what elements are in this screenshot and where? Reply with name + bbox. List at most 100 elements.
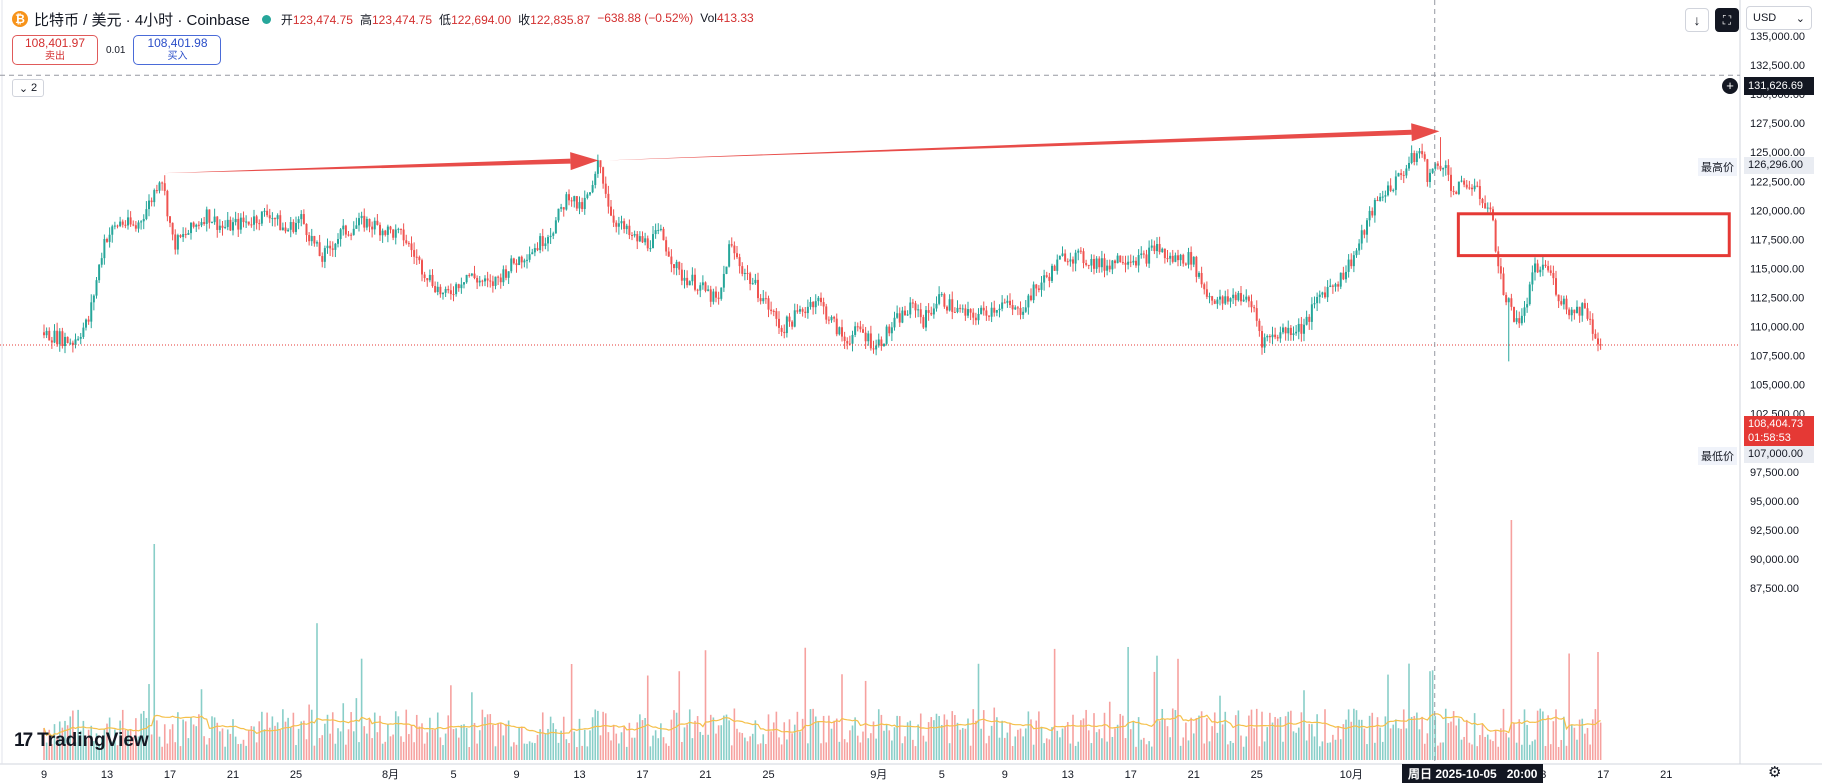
download-icon[interactable]: ↓: [1685, 8, 1709, 32]
volume-bar: [1137, 717, 1140, 760]
tradingview-logo[interactable]: 17 TradingView: [14, 730, 149, 752]
candle-body: [1520, 315, 1523, 324]
candle-body: [1560, 301, 1563, 305]
candle-body: [1240, 293, 1242, 302]
volume-bar: [681, 741, 683, 760]
volume-bar: [526, 743, 528, 760]
candle-body: [1200, 273, 1203, 285]
candle-body: [1581, 303, 1584, 316]
market-open-icon: [261, 14, 271, 24]
volume-bar: [1337, 726, 1339, 760]
volume-bar: [129, 729, 132, 760]
candle-body: [258, 223, 261, 225]
volume-bar: [699, 731, 702, 760]
candle-body: [226, 219, 229, 227]
candle-body: [281, 227, 284, 231]
volume-bar: [1392, 724, 1395, 760]
volume-bar: [1098, 729, 1101, 760]
candle-body: [1287, 327, 1290, 334]
settings-gear-icon[interactable]: ⚙: [1768, 764, 1782, 781]
symbol-title[interactable]: 比特币 / 美元 · 4小时 · Coinbase: [34, 11, 250, 29]
volume-bar: [906, 722, 909, 760]
candle-body: [405, 240, 408, 244]
volume-bar: [492, 724, 494, 760]
volume-bar: [1515, 742, 1518, 760]
candle-body: [1329, 285, 1332, 288]
candle-body: [1268, 335, 1271, 338]
x-tick-label: 17: [1125, 769, 1137, 781]
volume-bar: [1213, 712, 1216, 760]
volume-bar: [1266, 727, 1269, 760]
volume-bar: [744, 737, 746, 760]
volume-bar: [1022, 736, 1024, 760]
candle-body: [759, 298, 762, 302]
volume-bar: [1455, 725, 1458, 760]
volume-bar: [77, 709, 79, 760]
trade-buttons: 108,401.97 卖出 0.01 108,401.98 买入: [12, 35, 222, 65]
candle-body: [308, 235, 311, 242]
volume-bar: [321, 735, 324, 760]
crosshair-add-icon[interactable]: +: [1722, 78, 1738, 94]
volume-bar: [158, 736, 161, 760]
currency-select[interactable]: USD ⌄: [1746, 6, 1812, 30]
volume-bar: [749, 736, 751, 760]
volume-bar: [410, 725, 413, 760]
candle-body: [1413, 153, 1416, 162]
candle-body: [205, 209, 208, 224]
volume-bar: [993, 707, 996, 760]
volume-bar: [494, 746, 497, 760]
x-tick-label: 21: [699, 769, 711, 781]
indicators-toggle[interactable]: ⌄ 2: [12, 79, 44, 97]
volume-bar: [66, 725, 69, 760]
candle-body: [885, 326, 888, 344]
volume-bar: [1127, 646, 1129, 760]
candle-body: [1423, 154, 1426, 160]
candle-body: [565, 194, 568, 210]
candle-body: [843, 336, 846, 341]
volume-bar: [1069, 743, 1072, 760]
candle-body: [166, 190, 169, 217]
candle-body: [764, 298, 767, 300]
fullscreen-icon[interactable]: ⛶: [1715, 8, 1739, 32]
volume-bar: [229, 733, 232, 760]
buy-button[interactable]: 108,401.98 买入: [133, 35, 222, 65]
candle-body: [98, 264, 101, 281]
volume-bar: [560, 730, 562, 760]
volume-bar: [1095, 732, 1098, 760]
candle-body: [1019, 307, 1022, 315]
candle-body: [1077, 250, 1080, 253]
candle-body: [838, 327, 841, 335]
candle-body: [1153, 245, 1156, 252]
volume-bar: [1381, 741, 1384, 760]
candle-body: [1570, 309, 1573, 316]
candle-body: [129, 217, 132, 225]
candle-body: [161, 182, 164, 184]
candle-body: [1011, 305, 1014, 310]
volume-bar: [287, 717, 289, 760]
candle-body: [260, 211, 263, 224]
volume-bar: [1030, 719, 1032, 760]
candle-body: [465, 274, 468, 283]
volume-bar: [431, 729, 434, 760]
candle-body: [169, 216, 171, 223]
candle-body: [1124, 262, 1127, 265]
candle-body: [394, 229, 397, 238]
volume-bar: [1423, 743, 1426, 760]
volume-bar: [1292, 731, 1295, 760]
candle-body: [1056, 259, 1059, 271]
x-tick-label: 13: [573, 769, 585, 781]
sell-button[interactable]: 108,401.97 卖出: [12, 35, 98, 65]
candle-body: [848, 343, 851, 345]
candle-body: [820, 297, 822, 303]
volume-bar: [1284, 716, 1287, 760]
volume-bar: [1190, 717, 1192, 760]
volume-bar: [224, 746, 226, 760]
volume-bar: [1066, 722, 1069, 760]
candle-body: [749, 273, 752, 284]
candle-body: [174, 234, 177, 250]
candle-body: [1471, 187, 1473, 190]
candle-body: [1499, 266, 1502, 274]
volume-bar: [1111, 736, 1114, 760]
trend-arrow-shaft: [607, 129, 1412, 161]
